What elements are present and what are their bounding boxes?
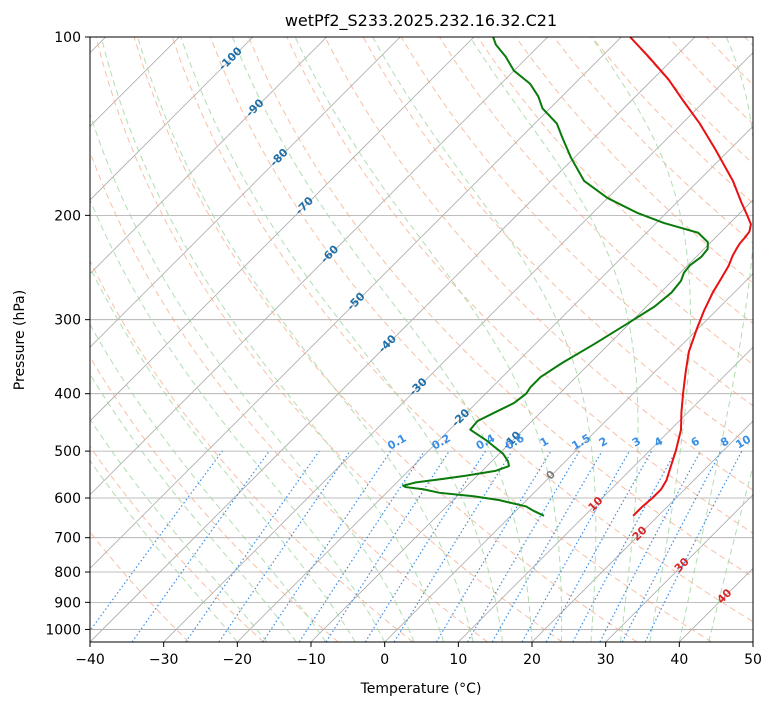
x-tick-label: −10: [296, 652, 326, 668]
dry-adiabat-line: [210, 37, 753, 623]
dry-adiabat-line: [515, 37, 753, 284]
dry-adiabat-line: [324, 37, 753, 491]
y-tick-label: 700: [54, 531, 81, 547]
moist-adiabat-line: [372, 37, 597, 642]
isotherm-line: [90, 37, 696, 642]
x-tick-label: 50: [744, 652, 762, 668]
temperature-profile-line: [629, 37, 752, 517]
x-tick-label: 20: [523, 652, 541, 668]
isotherm-line: [384, 273, 753, 642]
isotherm-line: [237, 125, 753, 642]
moist-adiabat-line: [90, 198, 386, 642]
y-tick-label: 1000: [45, 622, 81, 638]
isotherm-line: [605, 494, 753, 642]
moist-adiabat-line: [231, 37, 533, 642]
mixing-ratio-line: [521, 450, 631, 642]
moist-adiabat-line: [294, 37, 563, 642]
moist-adiabat-line: [100, 37, 445, 642]
x-tick-label: 30: [597, 652, 615, 668]
isotherm-line: [90, 37, 401, 348]
mixing-ratio-line: [90, 450, 223, 632]
y-tick-label: 900: [54, 595, 81, 611]
dry-adiabat-line: [90, 259, 414, 642]
mixing-ratio-line: [572, 450, 677, 642]
moist-adiabat-line: [708, 464, 753, 642]
dry-adiabat-line: [90, 445, 264, 642]
dry-adiabat-line: [133, 37, 638, 642]
dry-adiabat-line: [171, 37, 712, 642]
dewpoint-profile-line: [402, 37, 709, 517]
isotherm-line: [458, 346, 753, 642]
moist-adiabat-line: [90, 112, 415, 642]
plot-frame: [89, 36, 754, 643]
y-tick-label: 800: [54, 565, 81, 581]
mixing-ratio-line: [393, 450, 513, 642]
moist-adiabat-line: [180, 37, 504, 642]
mixing-ratio-line: [325, 450, 450, 642]
isotherm-line: [90, 37, 327, 275]
dry-adiabat-line: [95, 37, 563, 642]
dry-adiabat-line: [90, 356, 339, 642]
y-axis-ticks: 100 200 300 400 500 600 700 800 900 1000: [45, 30, 90, 638]
moist-adiabat-lines: [90, 37, 753, 642]
chart-title: wetPf2_S233.2025.232.16.32.C21: [285, 11, 557, 31]
isotherm-line: [163, 52, 753, 642]
x-tick-label: 0: [380, 652, 389, 668]
x-tick-label: −20: [223, 652, 253, 668]
moist-adiabat-line: [137, 37, 474, 642]
dry-adiabat-lines: [90, 37, 753, 642]
y-tick-label: 100: [54, 30, 81, 46]
mixing-ratio-line: [185, 450, 320, 642]
mixing-ratio-line: [298, 450, 425, 642]
moist-adiabat-line: [469, 37, 639, 642]
x-tick-label: 40: [670, 652, 688, 668]
y-tick-label: 500: [54, 444, 81, 460]
moist-adiabat-line: [90, 373, 297, 642]
moist-adiabat-line: [90, 418, 268, 642]
dry-adiabat-line: [286, 37, 753, 534]
moist-adiabat-line: [90, 323, 327, 642]
plot-area: -100-90-80-70-60-50-40-30-20-100.1 0.2 0.4…: [90, 37, 753, 642]
moist-adiabat-line: [90, 459, 238, 642]
y-tick-label: 400: [54, 387, 81, 403]
mixing-ratio-label: 10: [733, 432, 753, 451]
mixing-ratio-line: [218, 450, 351, 642]
y-axis-label: Pressure (hPa): [12, 290, 28, 390]
isotherm-line: [90, 37, 254, 201]
y-tick-label: 200: [54, 208, 81, 224]
x-axis-label: Temperature (°C): [360, 681, 482, 697]
x-axis-ticks: −40 −30 −20 −10 0 10 20 30 40 50: [75, 642, 762, 668]
x-tick-label: −40: [75, 652, 105, 668]
y-tick-label: 300: [54, 313, 81, 329]
isotherm-line: [90, 37, 548, 496]
x-tick-label: 10: [449, 652, 467, 668]
dry-adiabat-line: [248, 37, 753, 578]
mixing-ratio-line: [644, 450, 743, 642]
mixing-ratio-line: [131, 450, 270, 642]
moist-adiabat-line: [590, 37, 691, 642]
x-tick-label: −30: [149, 652, 179, 668]
isotherm-line: [531, 420, 753, 642]
isotherm-line: [90, 37, 622, 569]
mixing-ratio-line: [262, 450, 392, 642]
mixing-ratio-line: [545, 450, 653, 642]
isotherm-lines: [90, 37, 753, 642]
moist-adiabat-line: [678, 37, 753, 642]
y-tick-label: 600: [54, 491, 81, 507]
isotherm-line: [90, 37, 475, 422]
mixing-ratio-lines: [90, 450, 743, 642]
moist-adiabat-line: [90, 266, 356, 642]
profile-series: [402, 37, 752, 517]
